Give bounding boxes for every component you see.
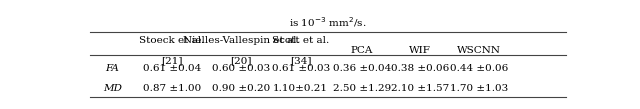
Text: Stoeck et al.: Stoeck et al. (139, 36, 204, 45)
Text: Nielles-Vallespin et al.: Nielles-Vallespin et al. (183, 36, 300, 45)
Text: MD: MD (103, 84, 122, 93)
Text: WIF: WIF (409, 46, 431, 55)
Text: 1.70 ±1.03: 1.70 ±1.03 (450, 84, 508, 93)
Text: 0.87 ±1.00: 0.87 ±1.00 (143, 84, 201, 93)
Text: 0.44 ±0.06: 0.44 ±0.06 (450, 64, 508, 73)
Text: is 10$^{-3}$ mm$^{2}$/s.: is 10$^{-3}$ mm$^{2}$/s. (289, 16, 367, 29)
Text: 0.38 ±0.06: 0.38 ±0.06 (390, 64, 449, 73)
Text: 0.36 ±0.04: 0.36 ±0.04 (333, 64, 391, 73)
Text: 0.61 ±0.03: 0.61 ±0.03 (271, 64, 330, 73)
Text: [20]: [20] (230, 56, 252, 65)
Text: Scott et al.: Scott et al. (272, 36, 330, 45)
Text: WSCNN: WSCNN (458, 46, 501, 55)
Text: 1.10±0.21: 1.10±0.21 (273, 84, 328, 93)
Text: 0.90 ±0.20: 0.90 ±0.20 (212, 84, 270, 93)
Text: [34]: [34] (290, 56, 312, 65)
Text: 2.50 ±1.29: 2.50 ±1.29 (333, 84, 391, 93)
Text: 0.61 ±0.04: 0.61 ±0.04 (143, 64, 201, 73)
Text: FA: FA (106, 64, 119, 73)
Text: [21]: [21] (161, 56, 182, 65)
Text: PCA: PCA (351, 46, 373, 55)
Text: 0.60 ±0.03: 0.60 ±0.03 (212, 64, 270, 73)
Text: 2.10 ±1.57: 2.10 ±1.57 (390, 84, 449, 93)
